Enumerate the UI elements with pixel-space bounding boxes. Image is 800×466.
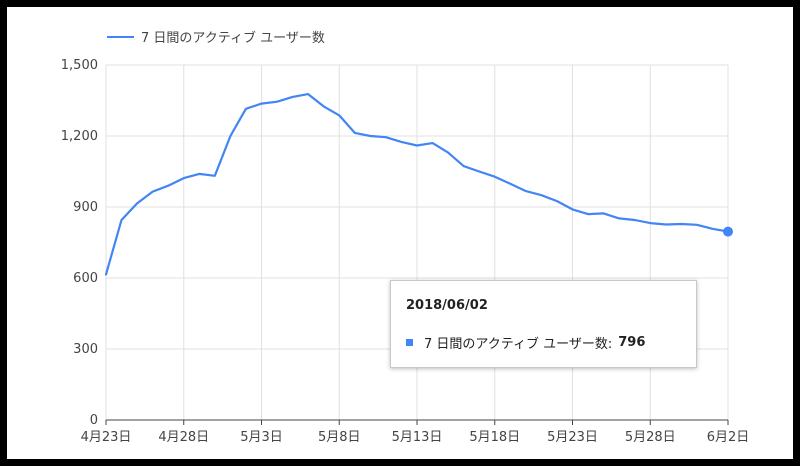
x-tick-label: 5月13日 <box>392 430 443 445</box>
data-tooltip: 2018/06/02 7 日間のアクティブ ユーザー数: 796 <box>390 280 697 368</box>
x-tick-label: 5月8日 <box>318 430 361 445</box>
chart-card: 0 300 600 900 1,200 1,500 4月23日 4月28日 5月3日 5月8日 5… <box>7 7 793 459</box>
x-tick-label: 4月23日 <box>81 430 132 445</box>
y-tick-label: 0 <box>90 413 98 428</box>
x-tick-label: 4月28日 <box>158 430 209 445</box>
highlight-point[interactable] <box>723 226 733 237</box>
tooltip-value: 796 <box>618 335 646 350</box>
line-chart: 0 300 600 900 1,200 1,500 4月23日 4月28日 5月3日 5月8日 5… <box>61 30 750 445</box>
x-tick-label: 5月3日 <box>240 430 283 445</box>
x-tick-labels: 4月23日 4月28日 5月3日 5月8日 5月13日 5月18日 5月23日 5月28日 6月… <box>81 430 750 445</box>
legend-label: 7 日間のアクティブ ユーザー数 <box>141 30 325 46</box>
x-tick-label: 5月18日 <box>469 430 520 445</box>
series-line[interactable] <box>104 92 730 276</box>
y-tick-label: 900 <box>73 200 98 215</box>
legend[interactable]: 7 日間のアクティブ ユーザー数 <box>107 30 325 46</box>
y-tick-label: 300 <box>73 342 98 357</box>
tooltip-row: 7 日間のアクティブ ユーザー数: 796 <box>406 333 645 352</box>
x-tick-label: 5月28日 <box>625 430 676 445</box>
axes <box>105 419 729 425</box>
series-layer <box>104 92 733 276</box>
y-tick-label: 600 <box>73 271 98 286</box>
x-tick-label: 6月2日 <box>707 430 750 445</box>
y-tick-label: 1,200 <box>61 129 98 144</box>
tooltip-date: 2018/06/02 <box>406 298 488 313</box>
x-tick-label: 5月23日 <box>547 430 598 445</box>
y-tick-labels: 0 300 600 900 1,200 1,500 <box>61 58 98 428</box>
tooltip-series-label: 7 日間のアクティブ ユーザー数: <box>424 337 613 352</box>
tooltip-swatch <box>406 339 413 346</box>
y-tick-label: 1,500 <box>61 58 98 73</box>
